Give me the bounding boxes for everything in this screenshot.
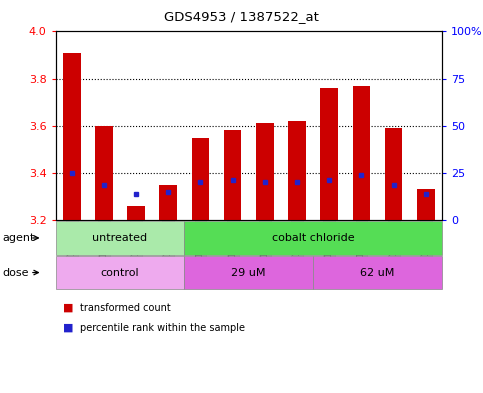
Text: dose: dose xyxy=(2,268,29,277)
Bar xyxy=(63,53,81,220)
Bar xyxy=(288,121,306,220)
Bar xyxy=(417,189,435,220)
Bar xyxy=(256,123,274,220)
Bar xyxy=(95,126,113,220)
Text: percentile rank within the sample: percentile rank within the sample xyxy=(80,323,245,332)
Text: GDS4953 / 1387522_at: GDS4953 / 1387522_at xyxy=(164,10,319,23)
Text: control: control xyxy=(100,268,139,277)
Bar xyxy=(192,138,209,220)
Text: cobalt chloride: cobalt chloride xyxy=(272,233,355,243)
Bar xyxy=(159,185,177,220)
Bar xyxy=(320,88,338,220)
Text: untreated: untreated xyxy=(92,233,147,243)
Text: 62 uM: 62 uM xyxy=(360,268,395,277)
Bar xyxy=(127,206,145,220)
Text: 29 uM: 29 uM xyxy=(231,268,266,277)
Text: ■: ■ xyxy=(63,323,73,332)
Text: transformed count: transformed count xyxy=(80,303,170,313)
Text: ■: ■ xyxy=(63,303,73,313)
Bar xyxy=(385,128,402,220)
Text: agent: agent xyxy=(2,233,35,243)
Bar xyxy=(353,86,370,220)
Bar xyxy=(224,130,242,220)
